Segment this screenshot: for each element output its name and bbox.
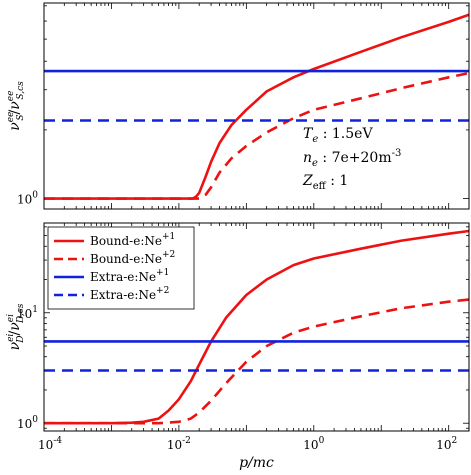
ylabel-sep: / [7,109,23,114]
legend-sup: +1 [162,232,175,242]
y-tick-label: 100 [17,415,38,431]
tick-base: 10 [167,438,182,452]
ylabel-sup2: ee [6,91,16,102]
ylabel-sub2: D,cs [16,303,26,324]
bound-e-dashed-line [44,71,469,200]
annot-value: 1.5eV [332,126,374,142]
tick-base: 10 [17,193,32,207]
ylabel-sup: ee [6,112,16,123]
ylabel-sep: / [7,330,23,335]
axes-frame [43,2,470,210]
ylabel-sub: D [16,335,26,343]
ylabel-base2: ν [7,101,23,110]
y-axis-label: νeeS/νeeS,cs [6,81,26,131]
series-group [44,13,469,200]
legend-text: Bound-e:Ne [90,252,162,266]
x-axis-label: p/mc [239,455,274,471]
ylabel-sup2: ei [6,314,16,322]
bound-e-dashed-line [44,298,469,425]
annotation-line: ne : 7e+20m-3 [303,148,401,169]
annot-var: n [303,150,312,166]
axes-frame [43,222,470,432]
annot-sub: e [312,134,318,145]
x-tick-label: 100 [303,436,324,452]
tick-base: 10 [17,417,32,431]
y-tick-label: 100 [17,191,38,207]
annot-colon: : [326,173,340,189]
legend-sup: +2 [162,250,175,260]
x-tick-label: 102 [436,436,457,452]
annot-var: T [303,126,314,142]
tick-exp: 2 [451,436,457,446]
ylabel-sub2: S,cs [16,81,26,100]
annot-exp: -3 [392,148,402,159]
legend: Bound-e:Ne+1Bound-e:Ne+2Extra-e:Ne+1Extr… [47,226,195,310]
y-tick-label: 101 [17,305,38,321]
x-tick-label: 10-2 [167,436,191,452]
bound-e-solid-line [44,13,469,200]
tick-exp: -2 [182,436,191,446]
annotation-line: Zeff : 1 [302,173,348,192]
annot-value: 1 [339,173,348,189]
legend-text: Extra-e:Ne [90,270,156,284]
legend-sup: +2 [156,286,169,296]
annot-colon: : [318,150,332,166]
legend-label: Bound-e:Ne+2 [90,250,175,266]
annot-var: Z [302,173,313,189]
y-axis-label: νeiD/νeiD,cs [6,303,26,350]
ylabel-sup: ei [6,334,16,342]
tick-base: 10 [38,438,53,452]
ylabel-sub: S [16,114,26,120]
x-tick-label: 10-4 [38,436,62,452]
tick-exp: 0 [319,436,325,446]
legend-label: Extra-e:Ne+1 [90,268,169,284]
plot-area [44,3,469,209]
annotation-block: Te : 1.5eV ne : 7e+20m-3 Zeff : 1 [302,126,401,192]
ylabel-base: ν [7,341,23,350]
series-group [44,229,469,425]
legend-sup: +1 [156,268,169,278]
tick-exp: 0 [32,415,38,425]
legend-label: Extra-e:Ne+2 [90,286,169,302]
legend-text: Bound-e:Ne [90,234,162,248]
tick-base: 10 [436,438,451,452]
annot-sub: eff [313,181,327,192]
tick-base: 10 [303,438,318,452]
legend-label: Bound-e:Ne+1 [90,232,175,248]
tick-base: 10 [17,307,32,321]
tick-exp: 0 [32,191,38,201]
annot-value: 7e+20m [332,150,392,166]
legend-text: Extra-e:Ne [90,288,156,302]
annot-colon: : [318,126,332,142]
ylabel-base2: ν [7,322,23,331]
tick-exp: 1 [32,305,38,315]
annot-sub: e [312,158,318,169]
ylabel-base: ν [7,122,23,131]
tick-exp: -4 [53,436,62,446]
annotation-line: Te : 1.5eV [303,126,373,145]
